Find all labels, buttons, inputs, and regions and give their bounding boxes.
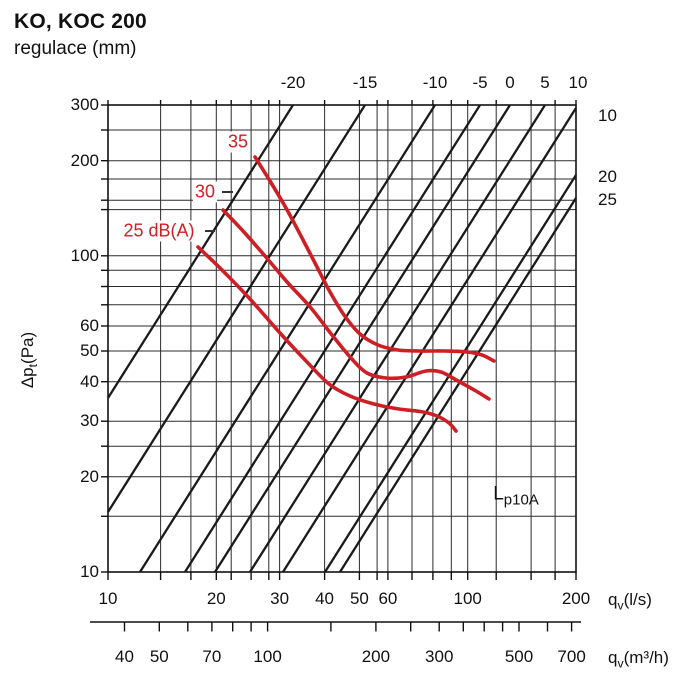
right-regulation-label-10: 10 (598, 106, 617, 125)
y-tick-label-60: 60 (80, 315, 99, 335)
x-axis-secondary-title-unit: (m³/h) (623, 648, 669, 667)
m3h-tick-label-70: 70 (202, 647, 222, 666)
top-regulation-label-0: 0 (505, 73, 515, 92)
plot-border (107, 104, 577, 573)
regulation-line-2 (139, 104, 436, 573)
regulation-line-6 (282, 107, 577, 573)
regulation-line-5 (249, 104, 546, 573)
m3h-tick-label-300: 300 (425, 647, 454, 666)
x-axis-secondary-title-subscript: v (617, 656, 624, 671)
noise-label-30: 30 (192, 181, 218, 203)
x-tick-label-30: 30 (270, 589, 290, 608)
x-axis-title-m3h: qv(m³/h) (608, 648, 669, 670)
y-tick-label-100: 100 (70, 245, 99, 265)
top-regulation-label-5: 5 (540, 73, 550, 92)
x-tick-label-60: 60 (378, 589, 398, 608)
chart-subtitle: regulace (mm) (14, 38, 137, 59)
sound-level-corner-label: Lp10A (493, 484, 539, 509)
m3h-tick-label-40: 40 (114, 647, 134, 666)
x-axis-title-ls: qv(l/s) (608, 590, 652, 612)
noise-curve-25 (196, 245, 458, 433)
right-regulation-label-20: 20 (598, 167, 617, 186)
noise-curve-35 (253, 155, 496, 363)
top-regulation-label--15: -15 (352, 73, 378, 92)
x-tick-label-50: 50 (349, 589, 369, 608)
y-axis-title-subscript: t (26, 363, 41, 368)
y-tick-label-200: 200 (70, 150, 99, 170)
regulation-line-8 (339, 197, 577, 573)
x-axis-title-subscript: v (617, 598, 624, 613)
y-tick-label-20: 20 (80, 466, 99, 486)
top-regulation-label--5: -5 (472, 73, 488, 92)
x-axis-secondary-title-symbol: q (608, 648, 618, 667)
y-tick-label-300: 300 (70, 95, 99, 114)
top-regulation-label--20: -20 (280, 73, 306, 92)
regulation-line-3 (184, 104, 481, 573)
page-title: KO, KOC 200 (14, 10, 147, 33)
noise-label-35: 35 (225, 131, 251, 153)
x-tick-label-10: 10 (98, 589, 118, 608)
y-axis-title-symbol: Δp (17, 367, 37, 389)
regulation-line-1 (107, 104, 366, 513)
y-tick-label-50: 50 (80, 341, 99, 361)
noise-label-25: 25 dB(A) (121, 220, 197, 242)
corner-label-subscript: p10A (503, 491, 539, 509)
regulation-line-4 (214, 104, 511, 573)
regulation-line-7 (324, 174, 577, 573)
m3h-tick-label-50: 50 (149, 647, 169, 666)
y-tick-label-30: 30 (80, 411, 99, 431)
m3h-tick-label-100: 100 (253, 647, 282, 666)
noise-curve-30 (221, 208, 491, 401)
y-axis-title: Δpt(Pa) (18, 332, 40, 388)
y-tick-label-40: 40 (80, 371, 99, 391)
right-regulation-label-25: 25 (598, 190, 617, 209)
x-tick-label-200: 200 (561, 589, 591, 608)
x-tick-label-40: 40 (315, 589, 335, 608)
corner-label-main: L (493, 483, 504, 505)
x-axis-title-symbol: q (608, 590, 618, 609)
y-tick-label-10: 10 (80, 562, 99, 581)
m3h-tick-label-700: 700 (557, 647, 586, 666)
top-regulation-label-10: 10 (568, 73, 588, 92)
x-tick-label-20: 20 (206, 589, 226, 608)
x-axis-title-unit: (l/s) (623, 590, 652, 609)
m3h-tick-label-500: 500 (504, 647, 534, 666)
noise-label-leader-line (205, 230, 215, 232)
top-regulation-label--10: -10 (422, 73, 448, 92)
x-tick-label-100: 100 (453, 589, 482, 608)
noise-label-leader-line (222, 191, 233, 193)
y-axis-title-unit: (Pa) (17, 331, 37, 364)
m3h-tick-label-200: 200 (361, 647, 391, 666)
